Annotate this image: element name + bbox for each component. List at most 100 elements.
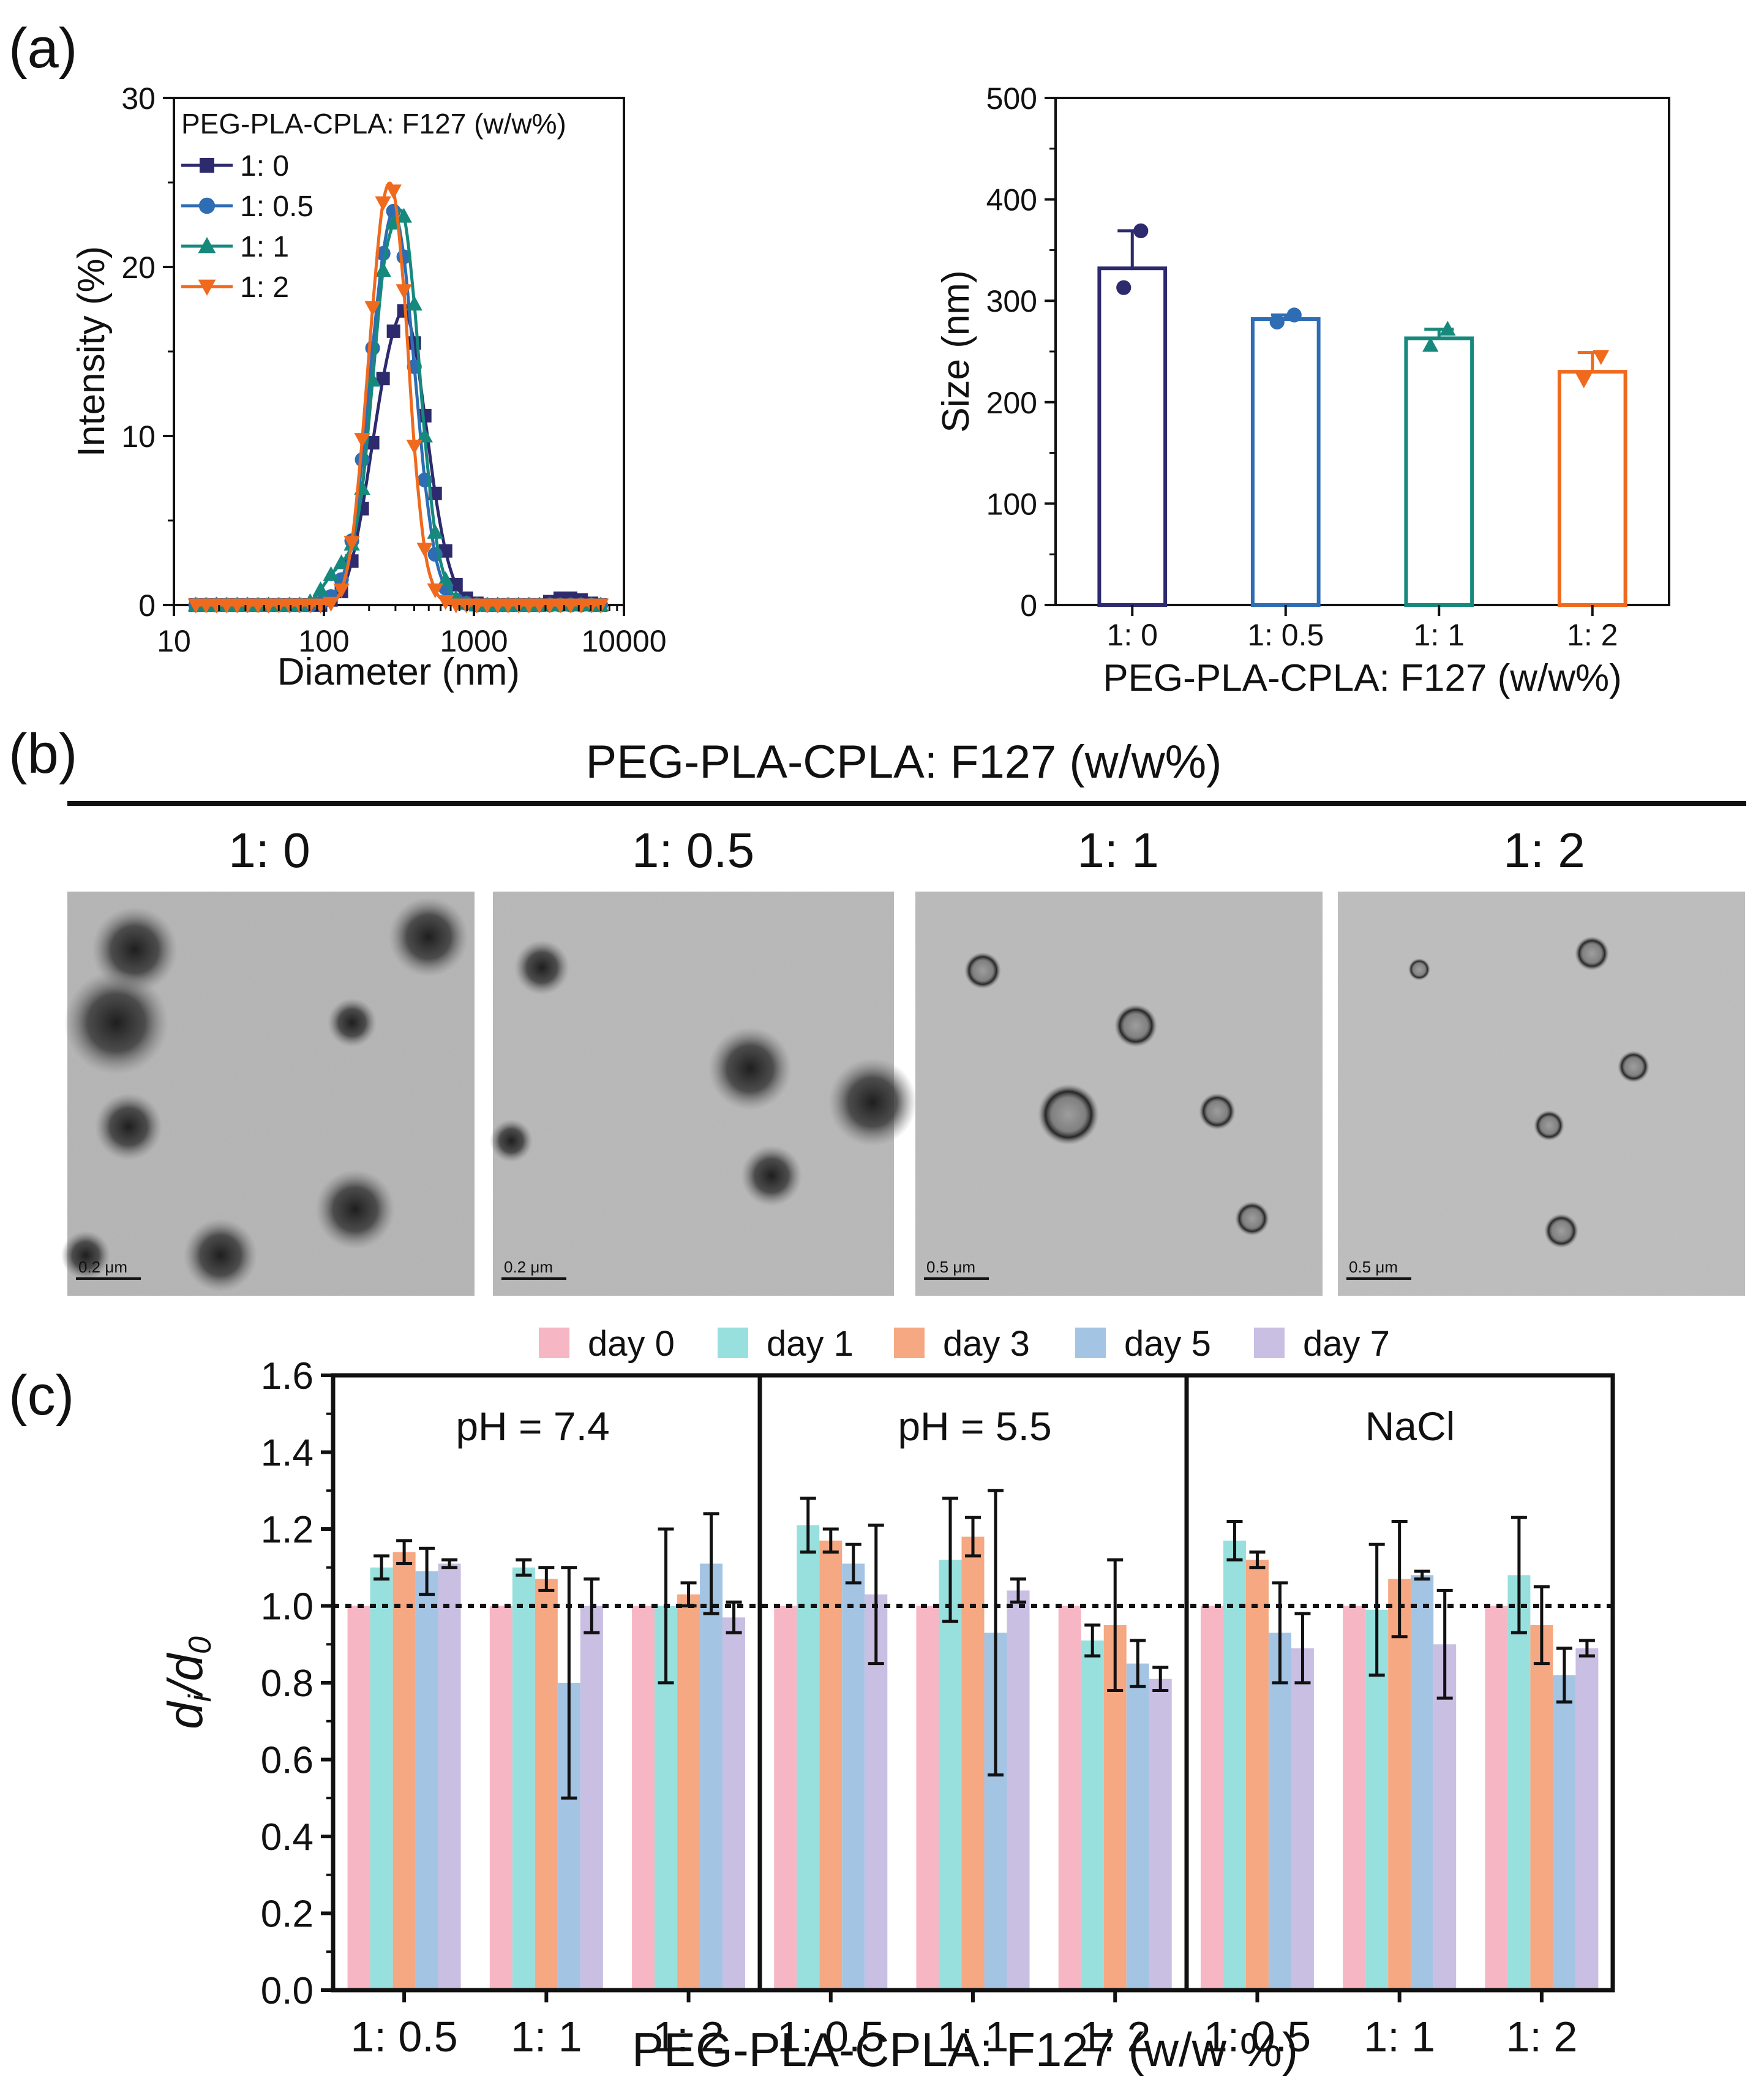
bar — [774, 1606, 797, 1990]
x-axis-title: PEG-PLA-CPLA: F127 (w/w %) — [632, 2023, 1298, 2076]
data-point — [323, 596, 339, 612]
data-point — [1422, 337, 1439, 352]
bar — [1250, 317, 1321, 607]
data-point — [323, 566, 339, 581]
y-tick-label: 400 — [986, 183, 1037, 217]
data-point — [520, 598, 538, 614]
y-axis-title: Size (nm) — [935, 270, 977, 432]
data-point — [312, 598, 329, 614]
size-bar-chart: 0 100 200 300 400 500 1: 0 1: 0.5 1: 1 1: 2 Size … — [935, 81, 1670, 699]
data-point — [229, 598, 246, 614]
data-point — [343, 536, 360, 551]
bar — [438, 1563, 461, 1990]
data-point — [489, 598, 506, 614]
nanoparticle — [1408, 958, 1430, 980]
y-tick-label: 200 — [986, 386, 1037, 420]
series-line — [195, 209, 601, 607]
group-label-ph55: pH = 5.5 — [898, 1404, 1051, 1449]
bar — [1058, 1606, 1081, 1990]
nanoparticle — [315, 1170, 395, 1249]
legend-label: 1: 2 — [240, 271, 289, 304]
bar — [392, 1552, 416, 1990]
x-tick-label: 100 — [298, 624, 349, 658]
y-tick-label: 0.2 — [261, 1893, 313, 1936]
panel-label-a: (a) — [9, 17, 77, 80]
bar — [370, 1567, 393, 1990]
data-point — [1593, 350, 1609, 366]
data-point — [364, 301, 381, 316]
data-point — [416, 543, 433, 558]
legend-label: 1: 1 — [240, 231, 289, 263]
tem-grain — [1338, 892, 1745, 1296]
legend: 1: 0 1: 0.5 1: 1 1: 2 — [181, 150, 313, 304]
data-point — [198, 598, 214, 614]
data-point — [386, 324, 400, 338]
tem-image-3: 0.5 μm — [915, 892, 1323, 1296]
tem-image-1: 0.2 μm — [61, 892, 475, 1296]
data-point — [396, 208, 412, 223]
tem-label-4: 1: 2 — [1503, 823, 1585, 878]
tem-label-1: 1: 0 — [228, 823, 310, 878]
x-tick-label: 10 — [157, 624, 191, 658]
bar — [1223, 1540, 1246, 1990]
bar — [1245, 1560, 1269, 1990]
tem-label-2: 1: 0.5 — [632, 823, 754, 878]
data-point — [364, 372, 381, 387]
data-point — [375, 261, 391, 277]
x-tick-label: 1: 2 — [1079, 2013, 1151, 2061]
bar — [722, 1617, 746, 1990]
x-tick-label: 1: 2 — [1567, 618, 1618, 652]
bar — [677, 1594, 700, 1990]
data-point — [1286, 307, 1302, 323]
bar — [1507, 1575, 1531, 1990]
y-axis-title: Intensity (%) — [70, 246, 113, 457]
y-tick-label: 500 — [986, 81, 1037, 116]
stability-bar-chart: day 0 day 1 day 3 day 5 day 7 pH = 7.4 pH = … — [158, 1324, 1615, 2076]
scale-bar-label: 0.2 μm — [78, 1258, 127, 1276]
tem-header: PEG-PLA-CPLA: F127 (w/w%) — [586, 736, 1222, 788]
nanoparticle — [708, 1027, 792, 1110]
data-point — [1439, 320, 1456, 336]
nanoparticle — [184, 1219, 257, 1292]
x-tick-label: 1: 1 — [937, 2013, 1009, 2061]
data-point — [437, 571, 454, 587]
bar — [1557, 370, 1627, 607]
x-tick-label: 1: 1 — [1364, 2013, 1435, 2061]
bar — [347, 1606, 370, 1990]
data-point — [208, 598, 225, 614]
bar — [1388, 1579, 1411, 1990]
y-tick-label: 1.6 — [261, 1355, 313, 1397]
x-axis-title: PEG-PLA-CPLA: F127 (w/w%) — [1103, 657, 1622, 699]
tem-image-2: 0.2 μm — [490, 892, 917, 1296]
tem-label-3: 1: 1 — [1077, 823, 1158, 878]
data-point — [396, 284, 412, 299]
bar — [1485, 1606, 1508, 1990]
data-point — [468, 598, 486, 614]
bar — [819, 1540, 843, 1990]
data-point — [219, 598, 235, 614]
nanoparticle — [1199, 1093, 1236, 1130]
nanoparticle — [1618, 1051, 1650, 1083]
data-point — [333, 554, 350, 569]
legend-label: 1: 0.5 — [240, 190, 313, 223]
y-tick-label: 0 — [1020, 588, 1037, 623]
data-point — [427, 524, 443, 539]
legend-label: day 7 — [1303, 1324, 1390, 1364]
data-point — [416, 427, 433, 443]
legend-marker — [198, 197, 216, 214]
data-point — [260, 598, 277, 614]
nanoparticle — [389, 897, 468, 977]
data-point — [1575, 373, 1592, 389]
data-point — [376, 372, 390, 386]
bar — [916, 1606, 939, 1990]
scale-bar-label: 0.2 μm — [504, 1258, 553, 1276]
y-tick-label: 0.6 — [261, 1740, 313, 1782]
legend-label: day 0 — [588, 1324, 675, 1364]
data-point — [552, 598, 569, 614]
nanoparticle — [490, 1119, 533, 1162]
legend-label: day 1 — [767, 1324, 854, 1364]
nanoparticle — [964, 952, 1001, 989]
nanoparticle — [828, 1058, 917, 1146]
x-tick-label: 1: 0.5 — [777, 2013, 884, 2061]
legend-swatch — [1254, 1328, 1285, 1358]
